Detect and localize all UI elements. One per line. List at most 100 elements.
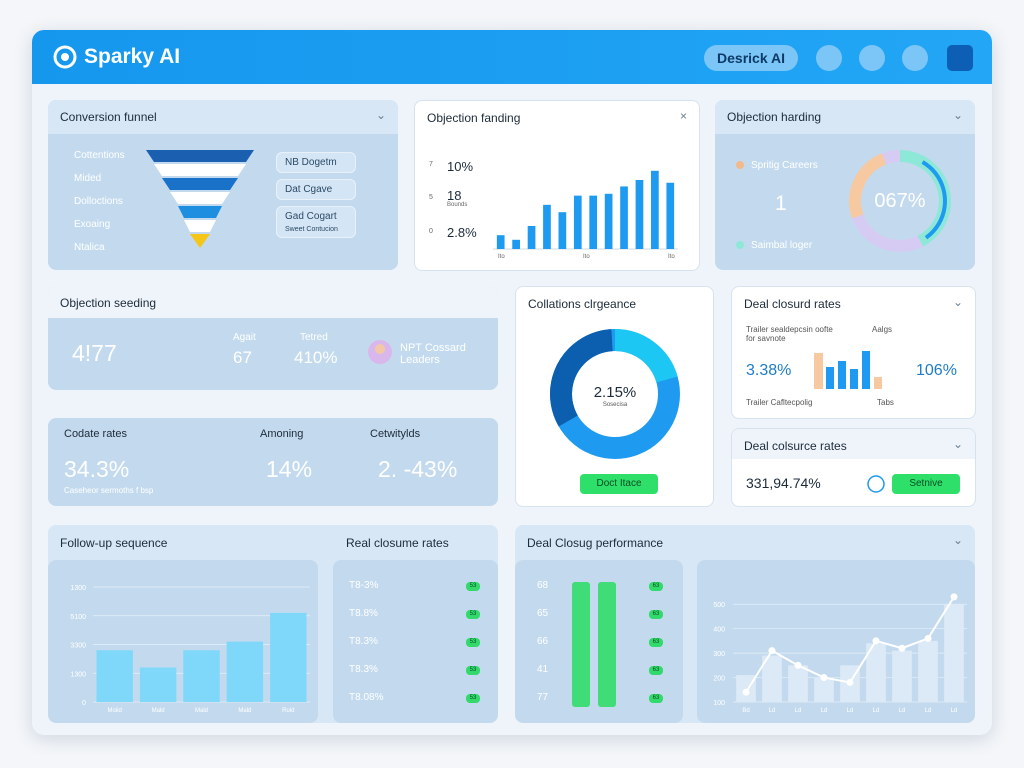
action-button[interactable]: Doct Itace	[580, 474, 658, 494]
legend-label: Spritig Careers	[751, 160, 818, 171]
performance-list: 68 63 65 63 66 63 41 63 77 63	[515, 560, 683, 723]
chevron[interactable]: ⌄	[952, 295, 963, 309]
toggle-icon[interactable]	[866, 474, 886, 494]
chevron[interactable]: ⌄	[952, 437, 963, 451]
logo	[53, 45, 77, 69]
bar	[736, 675, 756, 702]
legend-dot	[736, 241, 744, 249]
bar	[892, 650, 912, 702]
brand: Sparky AI	[84, 45, 181, 68]
chevron[interactable]: ⌄	[375, 108, 386, 122]
x-label: Ito	[498, 254, 505, 260]
stat-value: 34.3%	[64, 456, 130, 482]
stat-label: Codate rates	[64, 428, 127, 440]
x-tick-label: Ld	[795, 708, 802, 714]
panel-title: Deal colsurce rates	[744, 439, 847, 453]
followup-panel: Follow-up sequence Real closume rates 0 1…	[48, 525, 498, 723]
bar	[573, 195, 582, 249]
row-label: 66	[537, 636, 549, 647]
bar-chart: 0 1300 3300 5100 1300 Moiid Mald Mald Mald Ruld	[70, 585, 310, 714]
bar	[635, 180, 644, 249]
user-button[interactable]: Desrick AI	[704, 45, 798, 71]
right-value: 106%	[916, 362, 957, 379]
axis-label: 18	[447, 188, 462, 203]
panel-title: Real closume rates	[346, 536, 449, 550]
bar	[496, 235, 505, 249]
badge: 53	[466, 694, 480, 703]
collations-panel: Collations clrgeance 2.15% Sosecisa Doct…	[515, 286, 714, 507]
badge: 63	[649, 638, 663, 647]
close[interactable]: ×	[679, 109, 687, 123]
badge: 63	[649, 666, 663, 675]
chevron[interactable]: ⌄	[952, 533, 963, 547]
tag[interactable]: Dat Cgave	[276, 179, 356, 200]
badge: 53	[466, 582, 480, 591]
panel-title: Objection seeding	[60, 296, 157, 310]
x-tick-label: Ld	[951, 708, 958, 714]
tag-note: Sweet Contucion	[285, 226, 338, 233]
x-tick-label: Mald	[195, 708, 208, 714]
mini-bars	[814, 351, 882, 389]
action-button[interactable]: Setnive	[892, 474, 960, 494]
bar	[543, 204, 551, 249]
menu-icon[interactable]	[947, 45, 973, 71]
fanding-panel: Objection fanding × 7 10% 5 18 Bounds 0 2…	[414, 100, 700, 271]
seeding-panel: Objection seeding 4!77 Agait 67 Tetred 4…	[48, 286, 498, 390]
point	[898, 644, 906, 652]
note: Trailer sealdepcsin oofte for savnote	[746, 325, 833, 343]
panel-title: Objection fanding	[427, 111, 521, 125]
axis-label: 2.8%	[447, 225, 477, 240]
tag-list: NB Dogetm Dat Cgave Gad Cogart Sweet Contuc…	[276, 152, 356, 244]
panel-title: Follow-up sequence	[60, 536, 168, 550]
row-label: 68	[537, 580, 549, 591]
y-tick-label: 5100	[70, 614, 86, 621]
x-tick-label: Mald	[238, 708, 251, 714]
x-tick-label: Ld	[873, 708, 880, 714]
bar	[270, 612, 307, 702]
bar	[666, 182, 675, 249]
y-tick-label: 200	[713, 676, 725, 683]
x-tick-label: Ld	[847, 708, 854, 714]
bar	[589, 195, 598, 249]
tag[interactable]: Gad Cogart Sweet Contucion	[276, 206, 356, 238]
pause-icon[interactable]	[816, 45, 842, 71]
main-value: 4!77	[72, 340, 117, 366]
filter-icon[interactable]	[859, 45, 885, 71]
chevron[interactable]: ⌄	[952, 108, 963, 122]
y-tick-label: 0	[82, 700, 86, 707]
stat-value: 67	[233, 348, 252, 367]
funnel-item: Mided	[74, 173, 102, 184]
panel-title: Conversion funnel	[60, 110, 157, 124]
funnel-panel: Conversion funnel ⌄ Cottentions Mided Dollo…	[48, 100, 398, 270]
funnel-graphic	[146, 150, 254, 248]
point	[820, 674, 828, 682]
row-label: T8.3%	[349, 636, 378, 647]
x-tick-label: Ld	[821, 708, 828, 714]
bar	[788, 665, 808, 702]
search-icon[interactable]	[902, 45, 928, 71]
bar	[512, 239, 520, 249]
stat-value: 410%	[294, 348, 338, 367]
funnel-item: Ntalica	[74, 242, 105, 253]
badge: 53	[466, 610, 480, 619]
tag[interactable]: NB Dogetm	[276, 152, 356, 173]
legend-label: Saimbal loger	[751, 240, 813, 251]
progress-bars	[572, 582, 616, 707]
value: 331,94.74%	[746, 475, 821, 491]
bar	[918, 640, 938, 702]
avatar	[368, 340, 392, 364]
panel-title: Collations clrgeance	[528, 297, 637, 311]
point	[846, 678, 854, 686]
funnel-item: Cottentions	[74, 150, 125, 161]
row-label: T8.8%	[349, 608, 378, 619]
badge: 63	[649, 582, 663, 591]
panel-header: Deal colsurce rates ⌄	[732, 429, 975, 459]
point	[924, 634, 932, 642]
x-tick-label: Ruld	[282, 708, 294, 714]
bar	[651, 170, 659, 249]
person-name: NPT Cossard Leaders	[400, 342, 466, 366]
stat-label: Tetred	[300, 332, 328, 343]
footer: Trailer Cafltecpolig	[746, 398, 813, 407]
panel-title: Deal closurd rates	[744, 297, 841, 311]
